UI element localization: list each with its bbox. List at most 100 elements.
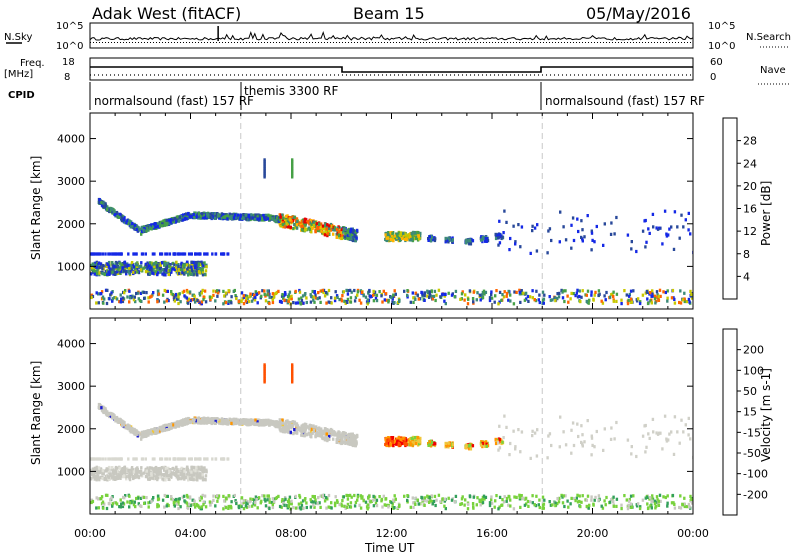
data-cell [282, 296, 285, 300]
data-cell [242, 216, 245, 220]
data-cell [590, 290, 593, 294]
data-cell [126, 295, 129, 299]
data-cell [188, 420, 191, 424]
data-cell [298, 288, 301, 293]
data-cell [191, 215, 194, 219]
data-cell [387, 233, 390, 237]
data-cell [447, 240, 450, 244]
data-cell [348, 442, 351, 446]
noise-left-tick-bottom: 10^0 [56, 41, 83, 52]
data-cell [289, 218, 292, 222]
data-cell [406, 289, 409, 293]
data-cell [405, 233, 408, 237]
data-cell [183, 268, 186, 272]
data-cell [632, 289, 635, 293]
data-cell [138, 432, 141, 436]
data-cell [383, 298, 386, 302]
data-cell [318, 222, 321, 226]
data-cell [199, 419, 203, 423]
data-cell [681, 298, 684, 302]
data-cell [200, 302, 203, 306]
data-cell [203, 289, 207, 293]
nsky-series-line [89, 30, 694, 41]
data-cell [287, 293, 291, 297]
data-cell [609, 232, 613, 236]
data-cell [101, 264, 104, 268]
data-cell [200, 300, 204, 304]
data-cell [137, 469, 141, 474]
data-cell [226, 214, 230, 218]
data-cell [309, 430, 313, 434]
data-cell [687, 228, 690, 232]
data-cell [612, 299, 615, 303]
data-cell [435, 293, 438, 297]
data-cell [178, 215, 181, 219]
data-cell [340, 441, 344, 445]
data-cell [308, 221, 311, 225]
data-cell [168, 468, 172, 472]
data-cell [580, 235, 583, 239]
data-cell [301, 429, 304, 433]
data-cell [569, 297, 572, 301]
data-cell [94, 252, 97, 256]
data-cell [285, 222, 288, 226]
data-cell [434, 298, 437, 303]
data-cell [318, 296, 321, 300]
data-cell [348, 288, 352, 292]
data-cell [395, 232, 399, 236]
data-cell [202, 263, 205, 267]
data-cell [149, 261, 152, 265]
data-cell [125, 266, 128, 270]
data-cell [118, 268, 122, 272]
data-cell [156, 271, 160, 275]
data-cell [109, 293, 112, 297]
data-cell [533, 298, 536, 302]
data-cell [106, 262, 109, 266]
data-cell [566, 294, 569, 298]
data-cell [191, 293, 194, 297]
data-cell [222, 302, 225, 306]
data-cell [447, 236, 450, 240]
data-cell [364, 295, 368, 299]
data-cell [186, 212, 190, 216]
data-cell [575, 291, 578, 295]
data-cell [198, 252, 201, 256]
data-cell [263, 292, 266, 296]
data-cell [207, 418, 210, 422]
data-cell [234, 213, 237, 217]
data-cell [156, 224, 159, 228]
data-cell [223, 420, 226, 424]
data-cell [275, 421, 279, 425]
data-cell [219, 216, 223, 221]
data-cell [100, 406, 103, 410]
data-cell [182, 213, 185, 217]
data-cell [131, 224, 134, 228]
data-cell [162, 273, 165, 277]
data-cell [472, 290, 475, 294]
data-cell [232, 421, 236, 425]
data-cell [242, 213, 245, 217]
data-cell [548, 295, 551, 299]
data-cell [120, 219, 124, 223]
data-cell [180, 466, 183, 470]
data-cell [254, 418, 257, 422]
data-cell [493, 300, 496, 304]
data-cell [301, 433, 304, 437]
data-cell [91, 252, 94, 256]
data-cell [153, 272, 156, 276]
data-cell [542, 297, 546, 301]
data-cell [385, 236, 388, 240]
data-cell [341, 231, 344, 235]
data-cell [481, 240, 484, 244]
data-cell [520, 289, 523, 293]
data-cell [174, 425, 177, 429]
data-cell [271, 422, 274, 426]
data-cell [283, 423, 286, 427]
data-cell [327, 431, 331, 435]
data-cell [518, 290, 522, 294]
data-cell [263, 160, 266, 164]
data-cell [98, 406, 101, 410]
data-cell [588, 298, 591, 302]
data-cell [135, 267, 139, 271]
